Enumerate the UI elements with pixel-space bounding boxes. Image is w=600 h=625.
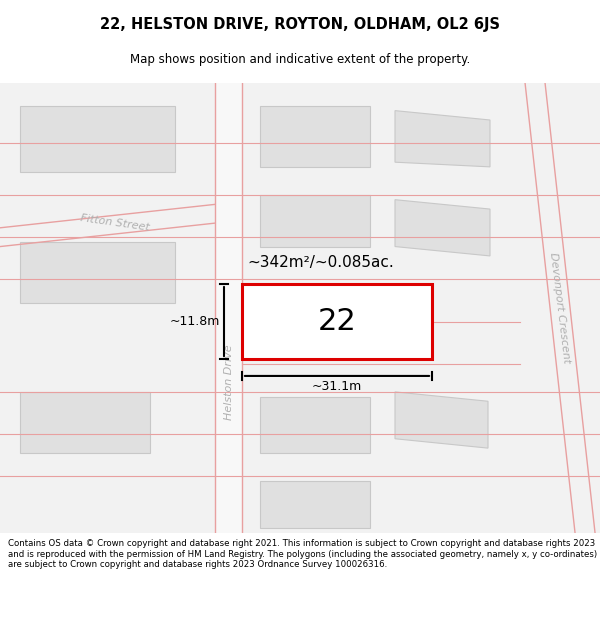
Text: Contains OS data © Crown copyright and database right 2021. This information is : Contains OS data © Crown copyright and d… (8, 539, 597, 569)
Text: Devonport Crescent: Devonport Crescent (548, 251, 572, 364)
Text: ~31.1m: ~31.1m (312, 379, 362, 392)
Bar (20, 242, 175, 302)
Text: ~11.8m: ~11.8m (170, 315, 220, 328)
Bar (260, 106, 370, 167)
Bar (20, 392, 150, 452)
Bar (260, 481, 370, 528)
Bar (242, 284, 432, 359)
Text: ~342m²/~0.085ac.: ~342m²/~0.085ac. (247, 255, 394, 270)
Polygon shape (395, 200, 490, 256)
Bar (215, 82, 242, 532)
Text: Map shows position and indicative extent of the property.: Map shows position and indicative extent… (130, 53, 470, 66)
Text: Fitton Street: Fitton Street (80, 213, 151, 232)
Bar (260, 195, 370, 246)
Text: 22, HELSTON DRIVE, ROYTON, OLDHAM, OL2 6JS: 22, HELSTON DRIVE, ROYTON, OLDHAM, OL2 6… (100, 18, 500, 32)
Bar (267, 291, 407, 351)
Bar (20, 106, 175, 171)
Text: Helston Drive: Helston Drive (223, 345, 233, 420)
Polygon shape (395, 392, 488, 448)
Bar (260, 397, 370, 452)
Polygon shape (395, 111, 490, 167)
Text: 22: 22 (317, 307, 356, 336)
